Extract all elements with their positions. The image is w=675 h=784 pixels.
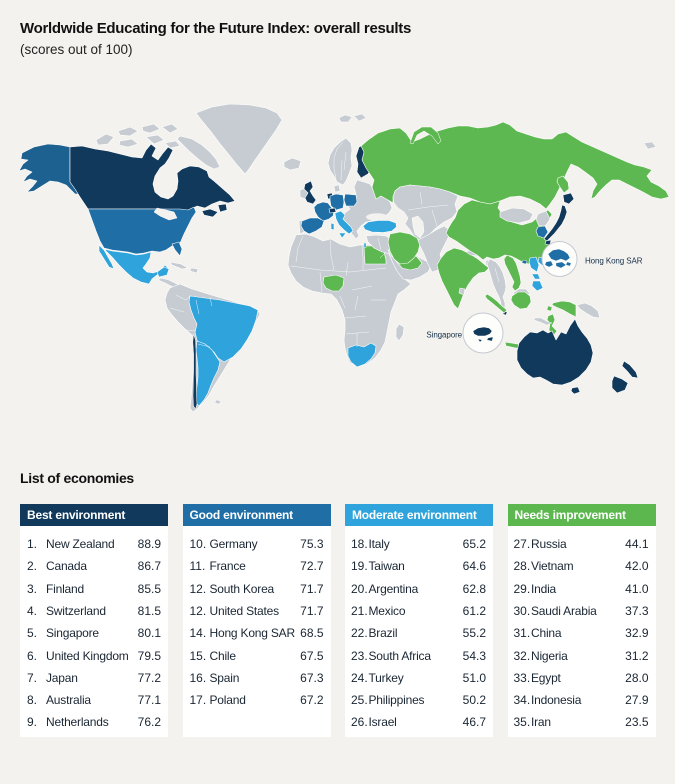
svg-text:Hong Kong SAR: Hong Kong SAR xyxy=(585,257,643,266)
svg-text:Singapore: Singapore xyxy=(426,331,462,340)
